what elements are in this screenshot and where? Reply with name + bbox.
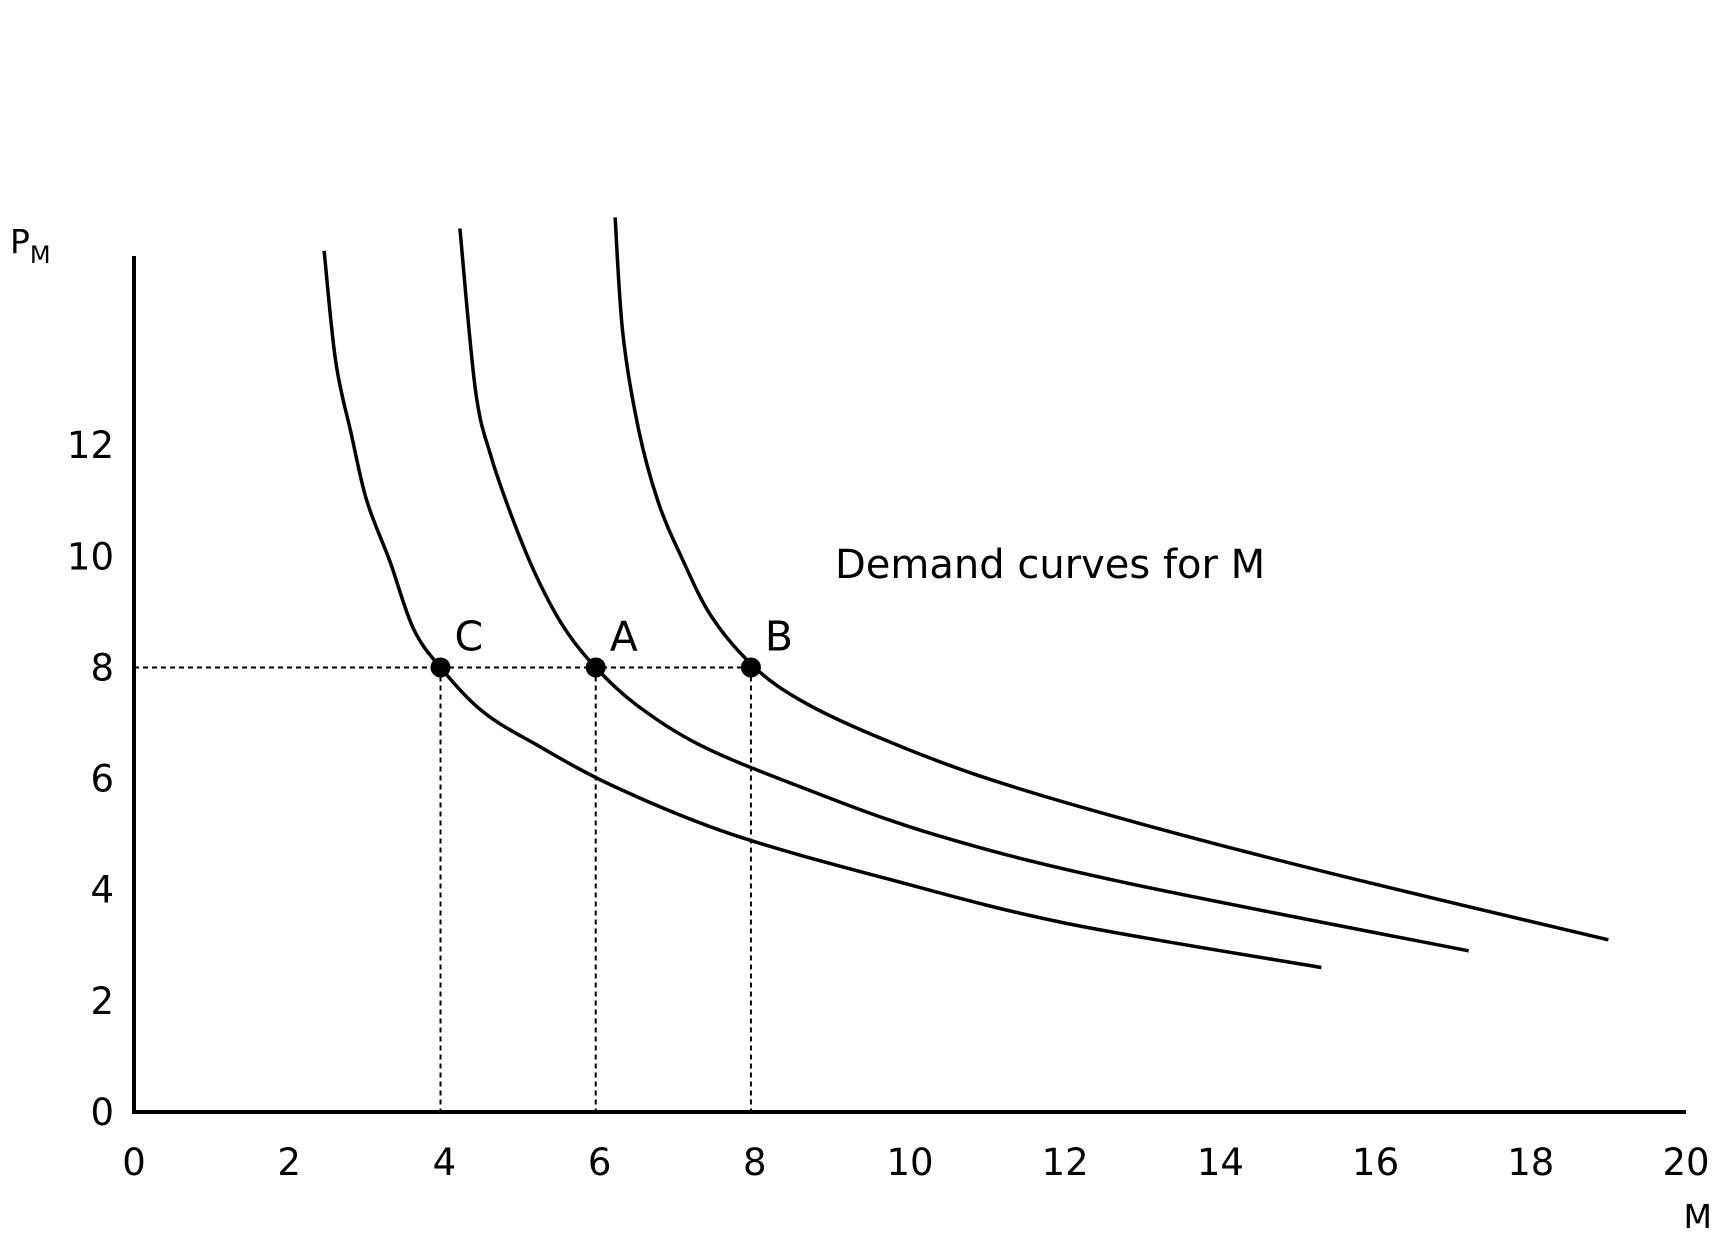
y-tick-label: 2 (90, 980, 114, 1023)
point-b-label: B (765, 612, 793, 660)
point-c-label: C (455, 612, 484, 660)
x-tick-label: 8 (743, 1141, 767, 1184)
demand-curve-3 (613, 217, 1609, 942)
curves-annotation: Demand curves for M (835, 542, 1265, 588)
demand-curves (322, 217, 1609, 970)
x-axis-title: M (1684, 1197, 1712, 1233)
x-tick-label: 20 (1662, 1141, 1709, 1184)
y-tick-label: 10 (67, 535, 114, 578)
x-tick-labels: 0 2 4 6 8 10 12 14 16 18 20 (122, 1141, 1709, 1184)
axes (132, 256, 1686, 1114)
y-axis-title-subscript: M (30, 241, 51, 269)
x-tick-label: 10 (886, 1141, 933, 1184)
demand-curve-1 (322, 250, 1322, 970)
y-tick-label: 8 (90, 646, 114, 689)
y-axis-title-main: P (10, 222, 30, 261)
point-a-label: A (610, 612, 638, 660)
point-c-marker (430, 657, 451, 678)
x-tick-label: 18 (1507, 1141, 1554, 1184)
demand-curve-2 (458, 228, 1470, 953)
guide-lines (134, 666, 752, 1112)
x-tick-label: 0 (122, 1141, 146, 1184)
x-tick-label: 6 (588, 1141, 612, 1184)
y-axis-title: PM (10, 222, 51, 269)
x-tick-label: 14 (1197, 1141, 1244, 1184)
y-tick-label: 4 (90, 869, 114, 912)
x-tick-label: 4 (433, 1141, 457, 1184)
y-tick-label: 6 (90, 758, 114, 801)
y-tick-labels: 0 2 4 6 8 10 12 (67, 424, 114, 1134)
y-tick-label: 12 (67, 424, 114, 467)
x-tick-label: 16 (1352, 1141, 1399, 1184)
y-tick-label: 0 (90, 1091, 114, 1134)
point-a-marker (585, 657, 606, 678)
x-tick-label: 2 (277, 1141, 301, 1184)
point-b-marker (740, 657, 761, 678)
x-tick-label: 12 (1042, 1141, 1089, 1184)
